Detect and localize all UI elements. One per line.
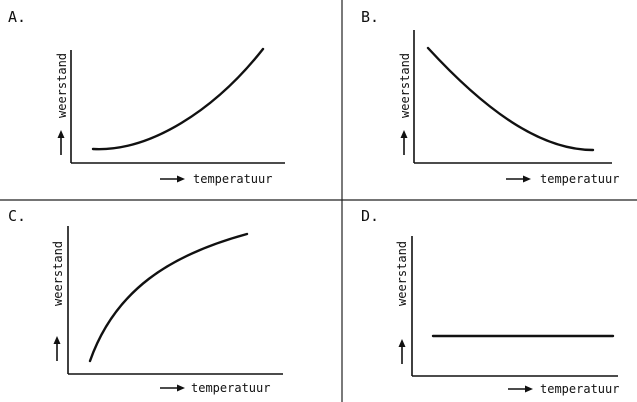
panel-d-y-arrow bbox=[398, 339, 406, 364]
panel-a-y-arrow bbox=[57, 130, 65, 155]
panel-b-letter: B. bbox=[361, 8, 379, 26]
panel-b-y-arrow bbox=[400, 130, 408, 155]
panel-d-x-arrow bbox=[508, 385, 533, 393]
panel-b-curve bbox=[426, 46, 595, 152]
panel-c-y-arrow bbox=[53, 336, 61, 361]
panel-a-letter: A. bbox=[8, 8, 26, 26]
panel-a-x-arrow bbox=[160, 175, 185, 183]
panel-d-ylabel: weerstand bbox=[395, 241, 409, 306]
panel-c-x-arrow bbox=[160, 384, 185, 392]
panel-b-x-arrow bbox=[506, 175, 531, 183]
panel-a-curve bbox=[91, 47, 265, 151]
panel-c: C. weerstand temperatuur bbox=[8, 207, 283, 395]
panel-b-ylabel: weerstand bbox=[398, 53, 412, 118]
panel-a: A. weerstand temperatuur bbox=[8, 8, 285, 186]
panel-c-letter: C. bbox=[8, 207, 26, 225]
panel-d: D. weerstand temperatuur bbox=[361, 207, 619, 396]
panel-c-ylabel: weerstand bbox=[51, 241, 65, 306]
panel-b-xlabel: temperatuur bbox=[540, 172, 619, 186]
panel-c-curve bbox=[88, 232, 249, 363]
panel-d-letter: D. bbox=[361, 207, 379, 225]
panel-c-xlabel: temperatuur bbox=[191, 381, 270, 395]
panel-b: B. weerstand temperatuur bbox=[361, 8, 619, 186]
panel-d-xlabel: temperatuur bbox=[540, 382, 619, 396]
panel-a-xlabel: temperatuur bbox=[193, 172, 272, 186]
panel-a-ylabel: weerstand bbox=[55, 53, 69, 118]
